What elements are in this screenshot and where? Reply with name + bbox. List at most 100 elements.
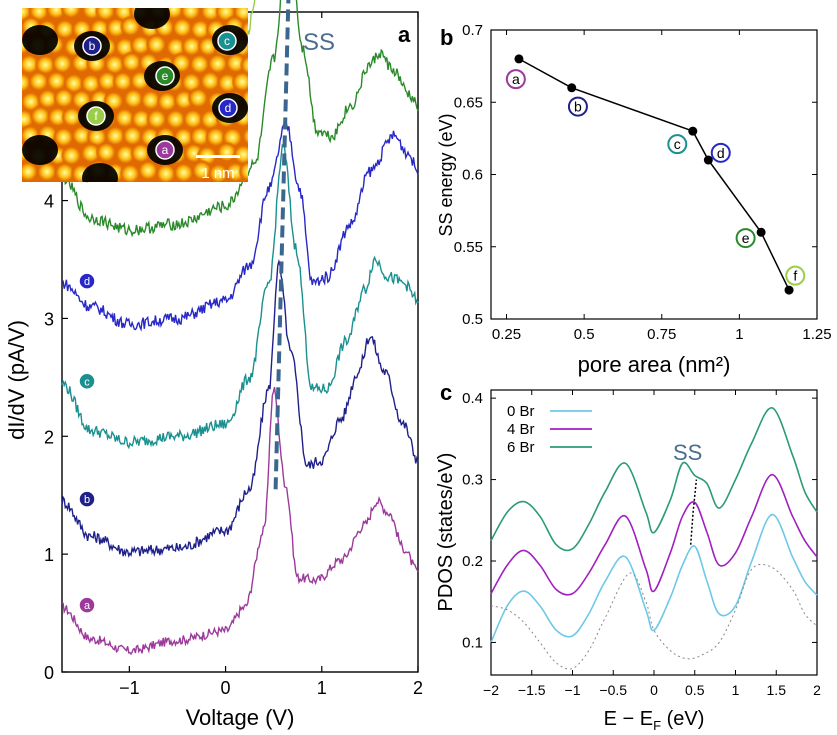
b-y-tick-label: 0.55 [454,239,483,256]
legend-item-4-br: 4 Br [507,421,592,438]
trace-a [61,386,419,656]
panel-b: a b c d e f 0.25 0.5 0.75 1 1.25 0.5 0.55 0.6 0.65 0.7… [436,22,832,377]
svg-text:c: c [224,34,230,48]
b-y-tick-label: 0.5 [462,311,483,328]
b-point-label-b: b [567,96,588,117]
y-tick-label: 0 [44,663,54,683]
trace-badge-a: a [78,596,96,614]
trace-c [61,144,419,450]
b-x-tick-label: 1 [735,326,743,343]
c-ss-dotted-line [689,479,698,545]
b-data-point [756,227,766,237]
b-data-point [514,54,524,64]
trace-badge-b: b [78,490,96,508]
svg-text:e: e [162,69,169,83]
x-tick-label: 2 [413,678,423,698]
c-x-tick-label: 0.5 [685,682,705,698]
svg-text:0 Br: 0 Br [507,403,535,420]
stm-inset-image: b c e d f a 1 nm [22,8,248,182]
b-data-point [703,155,713,165]
svg-text:b: b [574,99,582,115]
b-x-tick-label: 0.75 [647,326,676,343]
b-point-label-e: e [735,228,756,249]
panel-c-y-axis-label: PDOS (states/eV) [435,453,457,612]
svg-text:b: b [84,494,90,506]
c-y-tick-label: 0.3 [462,472,483,489]
b-x-tick-label: 0.25 [492,326,521,343]
x-tick-label: 1 [317,678,327,698]
b-point-label-d: d [710,142,731,163]
c-x-tick-label: 1 [732,682,740,698]
inset-marker-d: d [218,98,238,118]
panel-c-ticks: −2 −1.5 −1 −0.5 0 0.5 1 1.5 2 0.1 0.2 0.3 0.4 [462,390,821,698]
inset-marker-f: f [86,106,106,126]
c-x-tick-label: −2 [483,682,499,698]
y-tick-label: 3 [44,309,54,329]
panel-a-ticks: −1012012345 [44,12,423,698]
panel-c-legend: 0 Br4 Br6 Br [507,403,592,456]
legend-item-0-br: 0 Br [507,403,592,420]
svg-text:c: c [674,136,681,152]
c-series-4-br [490,473,818,596]
b-x-tick-label: 0.5 [574,326,595,343]
trace-b [61,258,419,558]
svg-text:d: d [717,145,725,161]
b-data-point [784,285,794,295]
svg-text:e: e [742,230,750,246]
b-y-tick-label: 0.65 [454,94,483,111]
panel-a-y-axis-label: dI/dV (pA/V) [4,320,29,440]
panel-b-ticks: 0.25 0.5 0.75 1 1.25 0.5 0.55 0.6 0.65 0.7 [454,22,832,343]
b-data-point [567,83,577,93]
c-y-tick-label: 0.4 [462,390,483,407]
inset-marker-c: c [217,31,237,51]
panel-c: −2 −1.5 −1 −0.5 0 0.5 1 1.5 2 0.1 0.2 0.3 0.4 0 Br4 … [435,380,821,733]
panel-b-plot: a b c d e f [505,54,806,295]
c-x-tick-label: −1 [565,682,581,698]
svg-text:f: f [94,109,98,123]
svg-text:d: d [84,276,90,288]
panel-b-frame [490,29,818,320]
b-x-tick-label: 1.25 [802,326,831,343]
ss-dashed-line [273,0,291,490]
panel-c-x-axis-label-main: E − E [604,708,653,730]
b-y-tick-label: 0.7 [462,22,483,39]
panel-b-x-axis-label: pore area (nm²) [578,352,731,377]
c-series-dotted [490,563,818,670]
x-tick-label: −1 [119,678,140,698]
b-series-line [518,58,790,291]
c-series-6-br [490,407,818,552]
b-data-point [688,126,698,136]
panel-a-ss-label: SS [303,29,335,56]
y-tick-label: 4 [44,192,54,212]
trace-d [61,118,419,332]
svg-text:b: b [89,39,96,53]
panel-c-plot [490,407,818,670]
panel-c-x-axis-label-sub: F [653,718,661,733]
trace-badge-d: d [78,272,96,290]
svg-text:6 Br: 6 Br [507,439,535,456]
scale-bar [196,155,240,158]
y-tick-label: 2 [44,427,54,447]
svg-text:a: a [512,71,520,87]
inset-marker-a: a [155,140,175,160]
inset-marker-b: b [82,36,102,56]
c-x-tick-label: −1.5 [518,682,546,698]
inset-marker-e: e [155,66,175,86]
panel-b-y-axis-label: SS energy (eV) [436,113,456,236]
b-point-label-c: c [667,134,688,155]
c-y-tick-label: 0.2 [462,553,483,570]
trace-e [61,0,419,238]
svg-text:a: a [162,143,169,157]
panel-c-ss-label: SS [673,440,702,465]
b-point-label-f: f [785,265,806,286]
svg-text:4 Br: 4 Br [507,421,535,438]
panel-c-label: c [440,380,452,405]
b-point-label-a: a [505,69,526,90]
panel-c-x-axis-label-unit: (eV) [661,708,704,730]
y-tick-label: 1 [44,545,54,565]
c-x-tick-label: −0.5 [599,682,627,698]
x-tick-label: 0 [221,678,231,698]
c-x-tick-label: 1.5 [767,682,787,698]
svg-text:c: c [84,376,90,388]
svg-text:a: a [84,600,91,612]
